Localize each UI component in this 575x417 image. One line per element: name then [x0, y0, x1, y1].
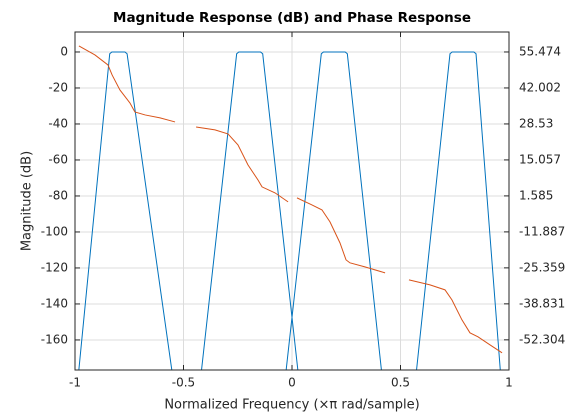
y-axis-label: Magnitude (dB)	[20, 151, 35, 251]
x-tick-label: -0.5	[172, 376, 195, 390]
x-tick-label: 0	[288, 376, 296, 390]
x-tick-label: 0.5	[391, 376, 410, 390]
y2-tick-label: -11.887	[519, 224, 565, 238]
series-line	[78, 51, 501, 370]
y2-tick-label: 28.53	[519, 116, 553, 130]
y2-tick-label: 55.474	[519, 44, 561, 58]
y-tick-label: -40	[48, 116, 68, 130]
y2-tick-label: -38.831	[519, 296, 565, 310]
y2-tick-label: 1.585	[519, 188, 553, 202]
y-tick-label: -140	[41, 296, 68, 310]
y-tick-label: -80	[48, 188, 68, 202]
y-tick-label: -60	[48, 152, 68, 166]
x-axis-label: Normalized Frequency (×π rad/sample)	[164, 398, 419, 413]
y-tick-label: -20	[48, 80, 68, 94]
plot-frame	[74, 31, 510, 371]
y-tick-label: -160	[41, 332, 68, 346]
y-tick-label: -100	[41, 224, 68, 238]
plot-area	[78, 45, 503, 370]
x-tick-label: 1	[505, 376, 513, 390]
y2-tick-label: 42.002	[519, 80, 561, 94]
x-tick-label: -1	[69, 376, 81, 390]
y-tick-label: -120	[41, 260, 68, 274]
y2-tick-label: -25.359	[519, 260, 565, 274]
series-line	[78, 45, 503, 354]
chart-title: Magnitude Response (dB) and Phase Respon…	[113, 10, 471, 26]
y2-tick-label: 15.057	[519, 152, 561, 166]
y-tick-label: 0	[60, 44, 68, 58]
y2-tick-label: -52.304	[519, 332, 565, 346]
